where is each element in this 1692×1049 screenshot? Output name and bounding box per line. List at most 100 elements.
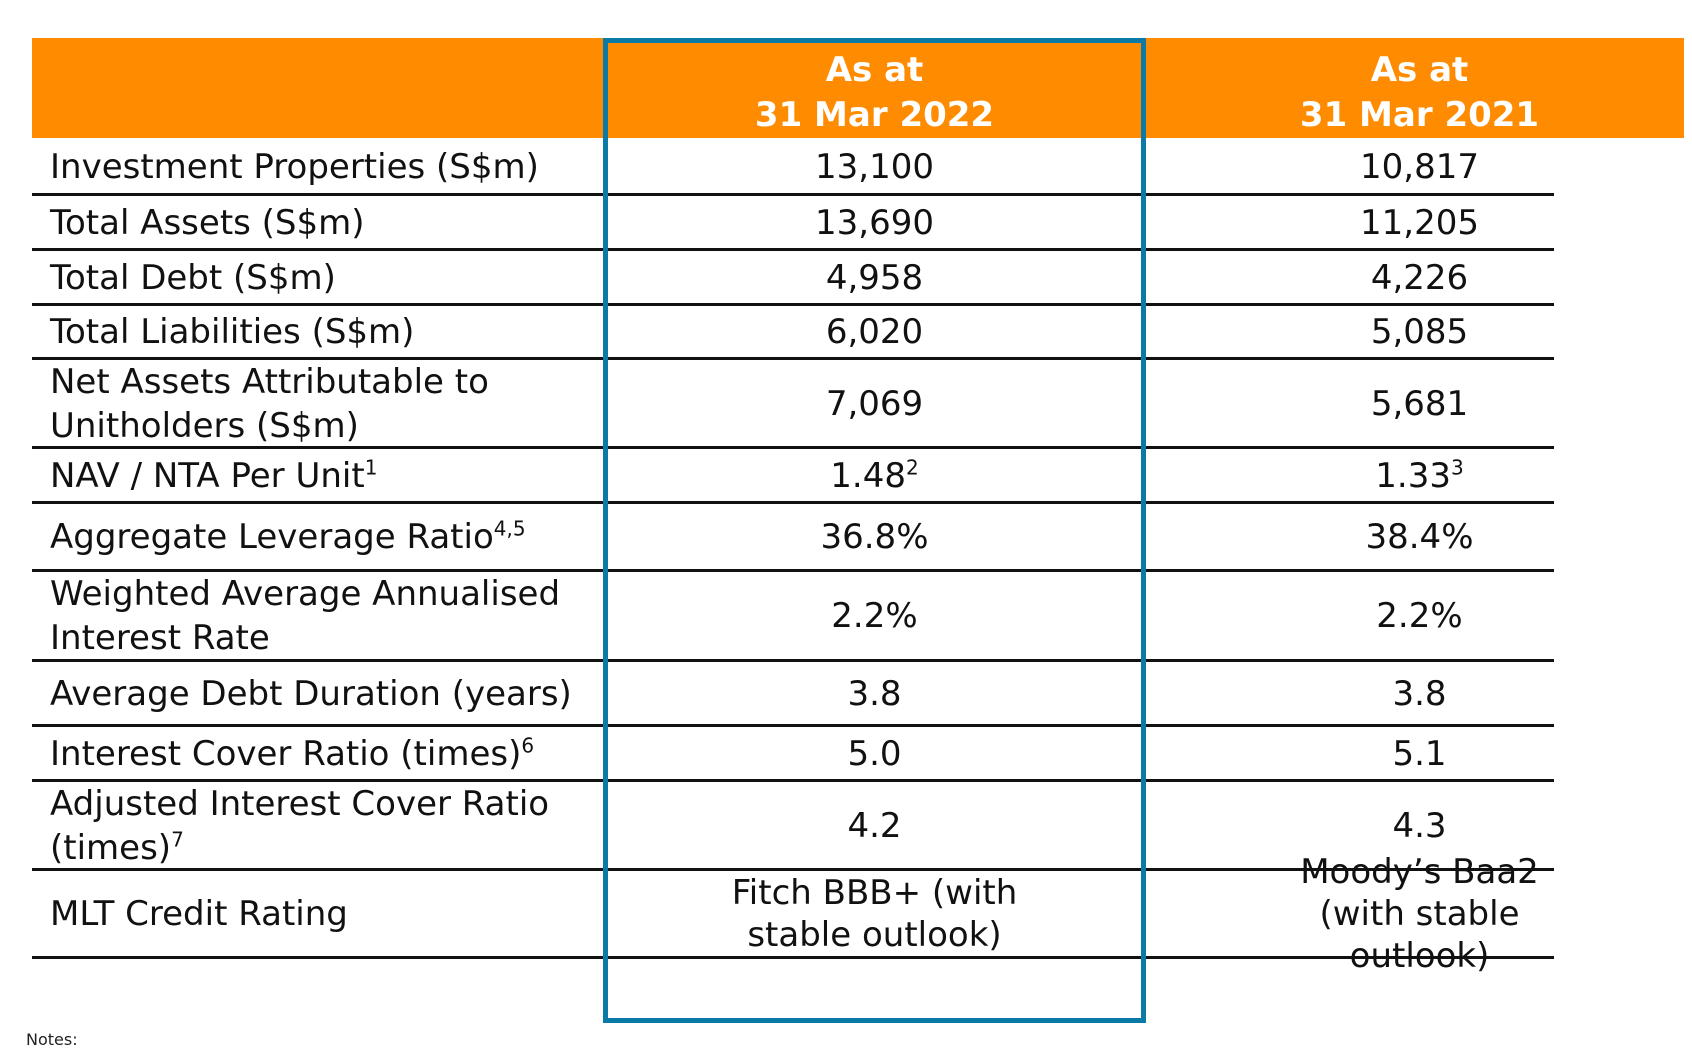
value-mar-2022-text: 1.48 xyxy=(830,455,906,496)
table-row: Aggregate Leverage Ratio4,5 36.8% 38.4% xyxy=(0,503,1692,571)
row-label: Investment Properties (S$m) xyxy=(50,138,590,195)
row-label: Total Assets (S$m) xyxy=(50,195,590,250)
value-mar-2021: 5.1 xyxy=(1148,726,1691,781)
row-label-text: Total Debt (S$m) xyxy=(50,257,336,298)
row-divider xyxy=(32,956,1554,959)
value-mar-2021: 2.2% xyxy=(1148,571,1691,661)
value-mar-2022-text: 7,069 xyxy=(825,383,924,424)
row-label-text: Weighted Average Annualised Interest Rat… xyxy=(50,574,561,658)
table-row: Investment Properties (S$m) 13,100 10,817 xyxy=(0,138,1692,195)
value-mar-2021: 5,085 xyxy=(1148,305,1691,359)
row-label: Total Debt (S$m) xyxy=(50,250,590,305)
value-mar-2022: 1.482 xyxy=(603,448,1146,503)
row-label-text: Total Liabilities (S$m) xyxy=(50,312,415,352)
table-row: Weighted Average Annualised Interest Rat… xyxy=(0,571,1692,661)
table-row: Total Debt (S$m) 4,958 4,226 xyxy=(0,250,1692,305)
table-row: Net Assets Attributable to Unitholders (… xyxy=(0,359,1692,448)
row-label: Aggregate Leverage Ratio4,5 xyxy=(50,503,590,571)
row-label-text: Interest Cover Ratio (times) xyxy=(50,733,522,774)
table-row: MLT Credit Rating Fitch BBB+ (with stable… xyxy=(0,852,1692,976)
row-divider xyxy=(32,569,1554,572)
table-row: Adjusted Interest Cover Ratio (times)7 4.… xyxy=(0,781,1692,870)
value-mar-2021-text: 4,226 xyxy=(1370,257,1469,298)
value-mar-2021-text: 4.3 xyxy=(1392,805,1447,846)
footnote-marker: 7 xyxy=(171,827,184,852)
footnote-marker: 3 xyxy=(1450,455,1464,480)
table-row: Interest Cover Ratio (times)6 5.0 5.1 xyxy=(0,726,1692,781)
value-mar-2022: 7,069 xyxy=(603,359,1146,448)
value-mar-2022-text: 2.2% xyxy=(831,596,918,636)
column-header-mar-2022: As at 31 Mar 2022 xyxy=(603,48,1146,138)
row-label-text: Net Assets Attributable to Unitholders (… xyxy=(50,361,489,446)
row-divider xyxy=(32,501,1554,504)
column-header-line1: As at xyxy=(1370,50,1469,90)
value-mar-2022: 3.8 xyxy=(603,661,1146,726)
value-mar-2022-text: 4,958 xyxy=(825,257,924,298)
value-mar-2022: 2.2% xyxy=(603,571,1146,661)
row-label-text: Adjusted Interest Cover Ratio (times) xyxy=(50,783,550,868)
value-mar-2021: 11,205 xyxy=(1148,195,1691,250)
value-mar-2021: 1.333 xyxy=(1148,448,1691,503)
value-mar-2022-text: 36.8% xyxy=(820,517,929,557)
value-mar-2022: 5.0 xyxy=(603,726,1146,781)
row-divider xyxy=(32,303,1554,306)
column-header-line2: 31 Mar 2022 xyxy=(754,95,995,135)
row-label-text: NAV / NTA Per Unit xyxy=(50,455,365,496)
row-label: Average Debt Duration (years) xyxy=(50,661,590,726)
value-mar-2021-text: 5.1 xyxy=(1392,733,1447,774)
table-row: Average Debt Duration (years) 3.8 3.8 xyxy=(0,661,1692,726)
value-mar-2021: 10,817 xyxy=(1148,138,1691,195)
table-header-bar xyxy=(32,38,1684,138)
row-label: Total Liabilities (S$m) xyxy=(50,305,590,359)
row-label: Net Assets Attributable to Unitholders (… xyxy=(50,359,590,448)
column-header-mar-2021: As at 31 Mar 2021 xyxy=(1148,48,1691,138)
value-mar-2021-text: 2.2% xyxy=(1376,596,1463,636)
value-mar-2021: 4,226 xyxy=(1148,250,1691,305)
row-label: MLT Credit Rating xyxy=(50,870,590,958)
value-mar-2022-text: 13,690 xyxy=(815,202,934,243)
value-mar-2021-text: 38.4% xyxy=(1365,517,1474,557)
footnote-marker: 1 xyxy=(364,455,378,480)
value-mar-2022: 13,100 xyxy=(603,138,1146,195)
row-label-text: Investment Properties (S$m) xyxy=(50,146,539,187)
row-divider xyxy=(32,357,1554,360)
row-label: Adjusted Interest Cover Ratio (times)7 xyxy=(50,781,590,870)
row-divider xyxy=(32,659,1554,662)
value-mar-2021: Moody’s Baa2 (with stable outlook) xyxy=(1148,852,1691,976)
column-header-line1: As at xyxy=(825,50,924,90)
row-label-text: MLT Credit Rating xyxy=(50,894,348,934)
value-mar-2021: 3.8 xyxy=(1148,661,1691,726)
value-mar-2022-text: 5.0 xyxy=(847,733,902,774)
value-mar-2022: 13,690 xyxy=(603,195,1146,250)
value-mar-2022-text: 3.8 xyxy=(847,673,902,714)
footnote-marker: 4,5 xyxy=(493,516,526,541)
row-divider xyxy=(32,868,1554,871)
value-mar-2022-text: 13,100 xyxy=(815,146,934,187)
column-header-line2: 31 Mar 2021 xyxy=(1299,95,1540,135)
value-mar-2022-text: 6,020 xyxy=(825,312,924,352)
table-row: Total Liabilities (S$m) 6,020 5,085 xyxy=(0,305,1692,359)
value-mar-2022: 6,020 xyxy=(603,305,1146,359)
row-divider xyxy=(32,193,1554,196)
value-mar-2021-text: 5,681 xyxy=(1370,383,1469,424)
row-label: Weighted Average Annualised Interest Rat… xyxy=(50,571,590,661)
row-label-text: Average Debt Duration (years) xyxy=(50,673,572,714)
row-divider xyxy=(32,779,1554,782)
value-mar-2021-text: 3.8 xyxy=(1392,673,1447,714)
value-mar-2021-text: 10,817 xyxy=(1360,146,1479,187)
value-mar-2021-text: 5,085 xyxy=(1370,312,1469,352)
table-row: NAV / NTA Per Unit1 1.482 1.333 xyxy=(0,448,1692,503)
row-divider xyxy=(32,446,1554,449)
value-mar-2021-text: 1.33 xyxy=(1375,455,1451,496)
table-row: Total Assets (S$m) 13,690 11,205 xyxy=(0,195,1692,250)
value-mar-2022-text: Fitch BBB+ (with stable outlook) xyxy=(731,873,1018,955)
value-mar-2022-text: 4.2 xyxy=(847,805,902,846)
value-mar-2021: 4.3 xyxy=(1148,781,1691,870)
footnote-marker: 2 xyxy=(905,455,919,480)
value-mar-2021: 5,681 xyxy=(1148,359,1691,448)
value-mar-2021-text: 11,205 xyxy=(1360,202,1479,243)
row-label: NAV / NTA Per Unit1 xyxy=(50,448,590,503)
row-divider xyxy=(32,248,1554,251)
row-label: Interest Cover Ratio (times)6 xyxy=(50,726,590,781)
footnote-marker: 6 xyxy=(521,733,535,758)
